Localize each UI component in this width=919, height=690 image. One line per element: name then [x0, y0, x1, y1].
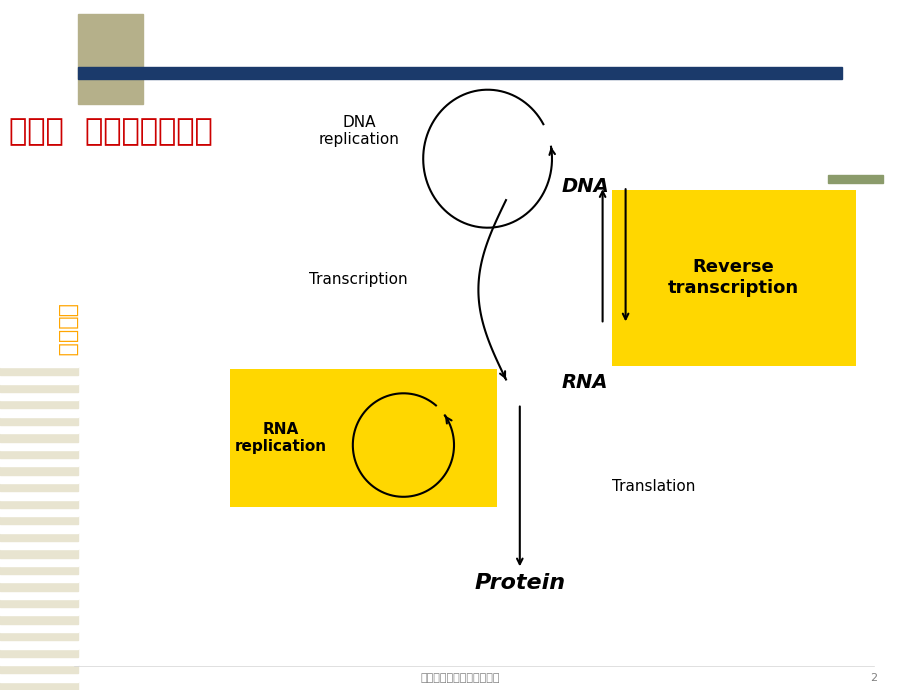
- Bar: [0, 649, 78, 657]
- Bar: [0, 682, 78, 690]
- Bar: [0, 657, 78, 665]
- Text: DNA
replication: DNA replication: [318, 115, 399, 147]
- Bar: [0, 624, 78, 632]
- Bar: [0, 425, 78, 433]
- Bar: [0, 615, 78, 624]
- Bar: [0, 466, 78, 475]
- Bar: [0, 533, 78, 541]
- Bar: [0, 558, 78, 566]
- Text: Protein: Protein: [473, 573, 565, 593]
- Text: 第一节  蛋白质合成体系: 第一节 蛋白质合成体系: [9, 117, 212, 146]
- Text: DNA: DNA: [561, 177, 608, 196]
- Bar: [0, 433, 78, 442]
- Bar: [0, 640, 78, 649]
- Bar: [0, 458, 78, 466]
- Bar: [0, 417, 78, 425]
- Bar: [0, 566, 78, 574]
- Bar: [78, 14, 142, 104]
- Text: RNA: RNA: [561, 373, 607, 393]
- Bar: [0, 408, 78, 417]
- Bar: [0, 450, 78, 458]
- Bar: [0, 574, 78, 582]
- Bar: [0, 483, 78, 491]
- Bar: [0, 375, 78, 384]
- Bar: [230, 369, 496, 507]
- Bar: [0, 442, 78, 450]
- Bar: [827, 175, 882, 183]
- Bar: [0, 591, 78, 599]
- Bar: [0, 599, 78, 607]
- Bar: [0, 673, 78, 682]
- Text: 生物化学: 生物化学: [57, 304, 77, 358]
- Bar: [0, 367, 78, 375]
- Bar: [0, 508, 78, 516]
- Text: RNA
replication: RNA replication: [234, 422, 326, 454]
- Text: Reverse
transcription: Reverse transcription: [667, 258, 799, 297]
- Bar: [0, 607, 78, 615]
- Bar: [0, 392, 78, 400]
- Text: Transcription: Transcription: [309, 272, 408, 287]
- Bar: [0, 582, 78, 591]
- Bar: [0, 500, 78, 508]
- Bar: [0, 475, 78, 483]
- Bar: [0, 400, 78, 408]
- Text: 2: 2: [869, 673, 877, 682]
- Bar: [0, 524, 78, 533]
- Bar: [0, 632, 78, 640]
- Bar: [0, 384, 78, 392]
- Text: 蛋白质的生物合成医学知识: 蛋白质的生物合成医学知识: [420, 673, 499, 682]
- Bar: [0, 549, 78, 558]
- Bar: [611, 190, 855, 366]
- Text: Translation: Translation: [611, 479, 694, 494]
- Bar: [0, 541, 78, 549]
- Bar: [0, 359, 78, 367]
- Bar: [78, 67, 841, 79]
- Bar: [0, 516, 78, 524]
- Bar: [0, 491, 78, 500]
- Bar: [0, 665, 78, 673]
